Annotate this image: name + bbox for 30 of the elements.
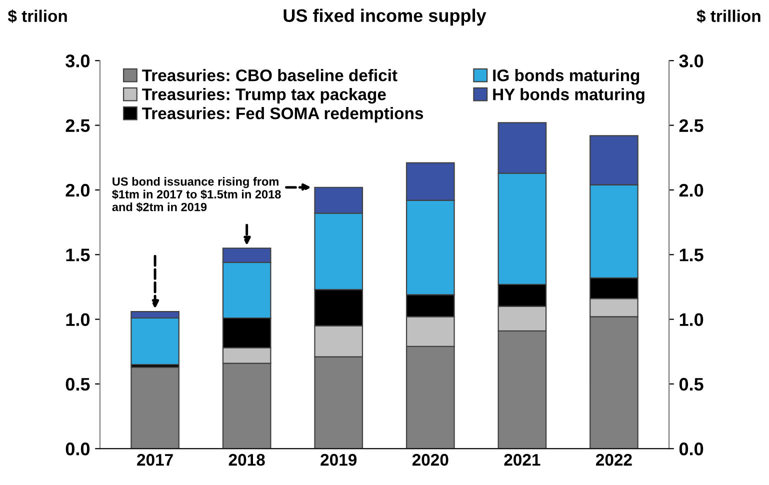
y2-axis-title: $ trillion	[696, 9, 760, 24]
x-tick-label: 2019	[320, 454, 357, 466]
legend-label: IG bonds maturing	[493, 69, 640, 85]
x-tick-label: 2017	[137, 454, 173, 466]
legend-label: HY bonds maturing	[493, 88, 644, 104]
annotation: US bond issuance rising from $1tm in 2017 to $1.5tm in 2018 and $2tm in 2019	[112, 177, 281, 212]
y-tick-label: 3.0	[66, 54, 90, 68]
y2-tick-label: 0.5	[679, 378, 704, 391]
legend-label: Treasuries: Trump tax package	[142, 88, 386, 104]
y-tick-label: 1.5	[66, 248, 90, 262]
x-tick-label: 2018	[228, 454, 265, 466]
y2-tick-label: 0.0	[679, 442, 704, 456]
y-tick-label: 2.0	[66, 184, 90, 197]
x-tick-label: 2022	[596, 454, 632, 466]
legend-label: Treasuries: Fed SOMA redemptions	[142, 107, 424, 123]
chart-title: US fixed income supply	[284, 8, 486, 26]
y-tick-label: 0.5	[66, 378, 90, 391]
y-tick-label: 1.0	[66, 313, 90, 326]
legend-label: Treasuries: CBO baseline deficit	[142, 69, 398, 82]
y2-tick-label: 2.5	[679, 119, 704, 132]
bar	[130, 366, 180, 449]
y-tick-label: 2.5	[66, 119, 90, 132]
y-axis-title: $ trilion	[8, 9, 67, 24]
y2-tick-label: 2.0	[679, 184, 704, 197]
x-tick-label: 2020	[412, 454, 448, 466]
y-tick-label: 0.0	[66, 442, 90, 456]
x-tick-label: 2021	[504, 454, 540, 466]
y2-tick-label: 1.0	[680, 313, 704, 326]
y2-tick-label: 3.0	[679, 54, 704, 68]
y2-tick-label: 1.5	[680, 248, 704, 262]
